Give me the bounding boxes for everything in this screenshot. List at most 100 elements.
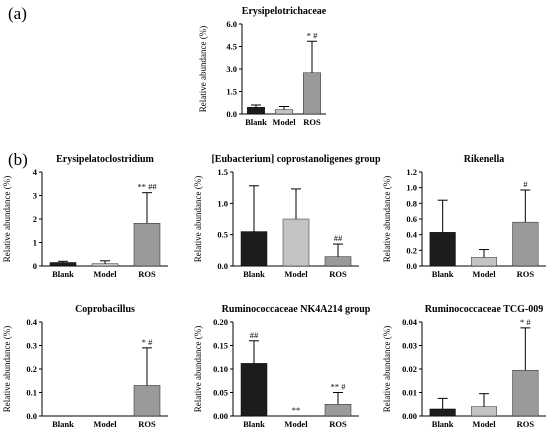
y-tick-label: 0.4 — [26, 317, 37, 327]
y-tick-label: 4.5 — [226, 42, 237, 52]
panel-label-b: (b) — [8, 150, 28, 169]
bar-ros — [324, 404, 352, 417]
y-tick-label: 0.0 — [26, 411, 37, 421]
y-tick-label: 0.5 — [217, 230, 228, 240]
x-tick-label-blank: Blank — [243, 419, 265, 429]
y-tick-label: 0.02 — [402, 364, 417, 374]
chart-ruminococcaceae-tcg-009: Ruminococcaceae TCG-009 Relative abundanc… — [382, 304, 546, 429]
bar-blank — [429, 408, 456, 417]
chart-title: [Eubacterium] coprostanoligenes group — [211, 154, 381, 165]
x-tick-label-ros: ROS — [517, 419, 535, 429]
x-tick-label-model: Model — [284, 419, 308, 429]
bar-blank — [429, 232, 456, 267]
y-tick-label: 1.5 — [217, 167, 228, 177]
x-tick-label-model: Model — [272, 117, 296, 127]
chart-erysipelatoclostridium: Erysipelatoclostridium Relative abundance… — [2, 154, 168, 279]
bar-model — [275, 109, 293, 115]
y-tick-label: 1.5 — [226, 87, 237, 97]
y-tick-label: 2 — [33, 214, 37, 224]
y-tick-label: 0.8 — [406, 198, 417, 208]
y-axis-label: Relative abundance (%) — [382, 326, 392, 412]
bar-ros — [133, 385, 161, 417]
x-tick-label-blank: Blank — [52, 419, 74, 429]
significance-label-ros: # — [523, 179, 528, 189]
bar-ros — [303, 72, 321, 115]
chart-title: Erysipelotrichaceae — [242, 6, 327, 17]
chart-ruminococcaceae-nk4a214-group: Ruminococcaceae NK4A214 group Relative ab… — [193, 304, 371, 429]
bar-blank — [49, 262, 77, 267]
bar-ros — [512, 221, 539, 267]
y-tick-label: 0.0 — [217, 261, 228, 271]
y-tick-label: 0.1 — [26, 388, 37, 398]
bar-model — [470, 406, 498, 417]
y-tick-label: 0.01 — [402, 388, 417, 398]
x-tick-label-model: Model — [93, 419, 117, 429]
x-tick-label-blank: Blank — [243, 269, 265, 279]
significance-label-ros: ** # — [331, 382, 347, 392]
significance-label-ros: * # — [520, 317, 531, 327]
bar-model — [470, 257, 498, 267]
y-tick-label: 0.15 — [213, 341, 228, 351]
y-axis-label: Relative abundance (%) — [2, 176, 12, 262]
y-tick-label: 3.0 — [226, 64, 237, 74]
x-tick-label-blank: Blank — [432, 419, 454, 429]
bar-blank — [247, 107, 265, 115]
y-tick-label: 0.00 — [213, 411, 228, 421]
y-axis-label: Relative abundance (%) — [193, 326, 203, 412]
chart-erysipelotrichaceae: Erysipelotrichaceae Relative abundance (%… — [198, 6, 327, 127]
chart-coprobacillus: Coprobacillus Relative abundance (%) 0.0 0.… — [2, 304, 168, 429]
x-tick-label-ros: ROS — [303, 117, 321, 127]
y-axis-label: Relative abundance (%) — [193, 176, 203, 262]
chart-title: Rikenella — [464, 154, 505, 165]
x-tick-label-ros: ROS — [517, 269, 535, 279]
chart-title: Ruminococcaceae NK4A214 group — [222, 304, 371, 315]
y-tick-label: 6.0 — [226, 19, 237, 29]
bar-blank — [240, 363, 268, 417]
significance-label-ros: ## — [334, 233, 343, 243]
bar-model — [91, 263, 119, 267]
significance-label-ros: * # — [307, 30, 318, 40]
significance-label-blank: ## — [250, 330, 259, 340]
y-tick-label: 0.6 — [406, 214, 417, 224]
y-tick-label: 0.05 — [213, 388, 228, 398]
x-tick-label-model: Model — [284, 269, 308, 279]
x-tick-label-blank: Blank — [52, 269, 74, 279]
y-tick-label: 0.0 — [226, 109, 237, 119]
y-tick-label: 0.4 — [406, 230, 417, 240]
x-tick-label-ros: ROS — [138, 419, 156, 429]
y-tick-label: 0.2 — [26, 364, 37, 374]
y-axis-label: Relative abundance (%) — [2, 326, 12, 412]
significance-label-model: ** — [292, 405, 301, 415]
chart-title: Coprobacillus — [75, 304, 135, 315]
chart-eubacterium-coprostanoligenes-group: [Eubacterium] coprostanoligenes group Rel… — [193, 154, 381, 279]
y-tick-label: 0 — [33, 261, 37, 271]
bar-ros — [133, 223, 161, 267]
y-tick-label: 0.03 — [402, 341, 417, 351]
x-tick-label-ros: ROS — [329, 419, 347, 429]
y-tick-label: 1 — [33, 238, 37, 248]
y-tick-label: 0.10 — [213, 364, 228, 374]
bar-model — [282, 218, 310, 267]
y-tick-label: 3 — [33, 191, 37, 201]
y-tick-label: 1.2 — [406, 167, 417, 177]
y-axis-label: Relative abundance (%) — [382, 176, 392, 262]
y-tick-label: 0.00 — [402, 411, 417, 421]
x-tick-label-model: Model — [93, 269, 117, 279]
x-tick-label-ros: ROS — [138, 269, 156, 279]
y-axis-label: Relative abundance (%) — [198, 26, 208, 112]
x-tick-label-model: Model — [472, 419, 496, 429]
x-tick-label-ros: ROS — [329, 269, 347, 279]
bar-ros — [512, 369, 539, 417]
x-tick-label-blank: Blank — [432, 269, 454, 279]
y-tick-label: 0.0 — [406, 261, 417, 271]
y-tick-label: 0.04 — [402, 317, 418, 327]
y-tick-label: 4 — [33, 167, 38, 177]
bar-blank — [240, 231, 268, 267]
chart-title: Ruminococcaceae TCG-009 — [425, 304, 543, 315]
y-tick-label: 0.3 — [26, 341, 37, 351]
x-tick-label-model: Model — [472, 269, 496, 279]
y-tick-label: 1.0 — [406, 183, 417, 193]
significance-label-ros: * # — [142, 337, 153, 347]
panel-label-a: (a) — [8, 4, 27, 23]
y-tick-label: 0.2 — [406, 245, 417, 255]
